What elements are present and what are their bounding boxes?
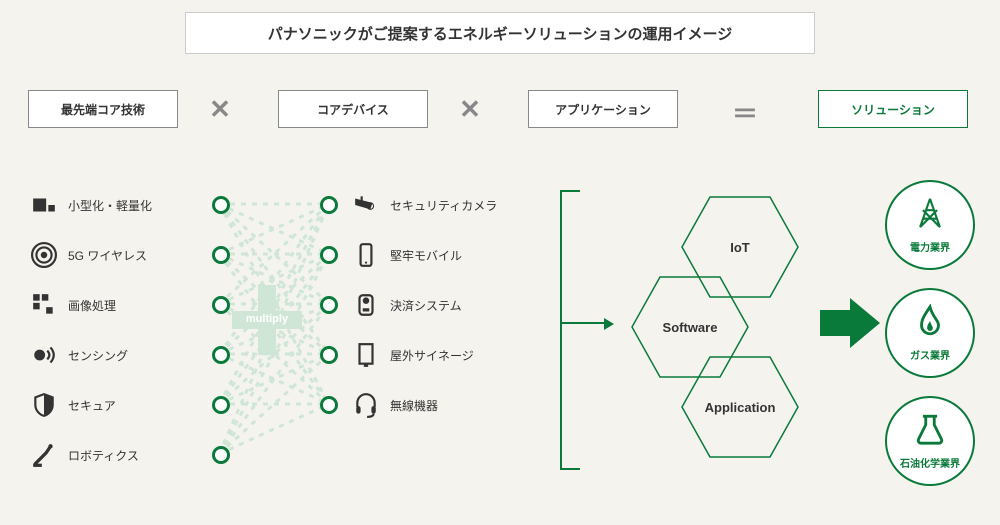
hex-application: Application <box>680 355 800 459</box>
hex-iot-label: IoT <box>730 240 750 255</box>
operator: ✕ <box>455 94 485 125</box>
tech-label: 5G ワイヤレス <box>68 247 204 264</box>
device-label: 決済システム <box>390 297 570 314</box>
mobile-icon <box>352 241 380 269</box>
device-label: 屋外サイネージ <box>390 347 570 364</box>
device-row: セキュリティカメラ <box>320 180 570 230</box>
camera-icon <box>352 191 380 219</box>
title-text: パナソニックがご提案するエネルギーソリューションの運用イメージ <box>268 23 732 44</box>
category-box: ソリューション <box>818 90 968 128</box>
big-arrow <box>820 298 880 348</box>
bracket-close <box>560 190 580 470</box>
hex-application-label: Application <box>705 400 776 415</box>
graph-node <box>320 346 338 364</box>
imaging-icon <box>30 291 58 319</box>
secure-icon <box>30 391 58 419</box>
tech-row: セキュア <box>30 380 230 430</box>
operator: ✕ <box>205 94 235 125</box>
graph-node <box>212 346 230 364</box>
multiply-label: multiply <box>232 313 302 325</box>
graph-node <box>320 396 338 414</box>
tech-row: 小型化・軽量化 <box>30 180 230 230</box>
graph-node <box>212 446 230 464</box>
graph-node <box>212 396 230 414</box>
industry-column: 電力業界 ガス業界 石油化学業界 <box>885 180 985 504</box>
wireless-icon <box>30 241 58 269</box>
device-row: 堅牢モバイル <box>320 230 570 280</box>
tech-row: 画像処理 <box>30 280 230 330</box>
industry-label: 電力業界 <box>910 239 950 254</box>
industry-circle: 石油化学業界 <box>885 396 975 486</box>
bracket-arrow-head <box>604 318 614 330</box>
industry-label: 石油化学業界 <box>900 455 960 470</box>
tech-label: セキュア <box>68 397 204 414</box>
multiply-plus: multiply <box>232 285 302 355</box>
device-row: 屋外サイネージ <box>320 330 570 380</box>
core-tech-column: 小型化・軽量化 5G ワイヤレス 画像処理 センシング セキュア ロボティクス <box>30 180 230 480</box>
graph-node <box>320 246 338 264</box>
graph-node <box>212 246 230 264</box>
tech-label: ロボティクス <box>68 447 204 464</box>
headset-icon <box>352 391 380 419</box>
tech-row: 5G ワイヤレス <box>30 230 230 280</box>
device-label: 堅牢モバイル <box>390 247 570 264</box>
graph-node <box>212 296 230 314</box>
device-row: 無線機器 <box>320 380 570 430</box>
sensing-icon <box>30 341 58 369</box>
tech-row: センシング <box>30 330 230 380</box>
hex-group: IoT Software Application <box>620 195 820 495</box>
payment-icon <box>352 291 380 319</box>
bracket-arrow-stem <box>560 322 608 324</box>
device-label: セキュリティカメラ <box>390 197 570 214</box>
device-label: 無線機器 <box>390 397 570 414</box>
category-box: アプリケーション <box>528 90 678 128</box>
tech-label: 画像処理 <box>68 297 204 314</box>
signage-icon <box>352 341 380 369</box>
core-device-column: セキュリティカメラ 堅牢モバイル 決済システム 屋外サイネージ 無線機器 <box>320 180 570 430</box>
graph-node <box>320 196 338 214</box>
miniaturize-icon <box>30 191 58 219</box>
industry-circle: 電力業界 <box>885 180 975 270</box>
industry-circle: ガス業界 <box>885 288 975 378</box>
category-box: 最先端コア技術 <box>28 90 178 128</box>
device-row: 決済システム <box>320 280 570 330</box>
robotics-icon <box>30 441 58 469</box>
tech-label: センシング <box>68 347 204 364</box>
category-row: 最先端コア技術 コアデバイス アプリケーション ソリューション <box>0 90 1000 128</box>
flask-icon <box>913 412 947 451</box>
operator: ＝ <box>730 94 760 131</box>
hex-software-label: Software <box>663 320 718 335</box>
tech-label: 小型化・軽量化 <box>68 197 204 214</box>
graph-node <box>212 196 230 214</box>
category-box: コアデバイス <box>278 90 428 128</box>
graph-node <box>320 296 338 314</box>
tower-icon <box>913 196 947 235</box>
industry-label: ガス業界 <box>910 347 950 362</box>
flame-icon <box>913 304 947 343</box>
title-box: パナソニックがご提案するエネルギーソリューションの運用イメージ <box>185 12 815 54</box>
tech-row: ロボティクス <box>30 430 230 480</box>
